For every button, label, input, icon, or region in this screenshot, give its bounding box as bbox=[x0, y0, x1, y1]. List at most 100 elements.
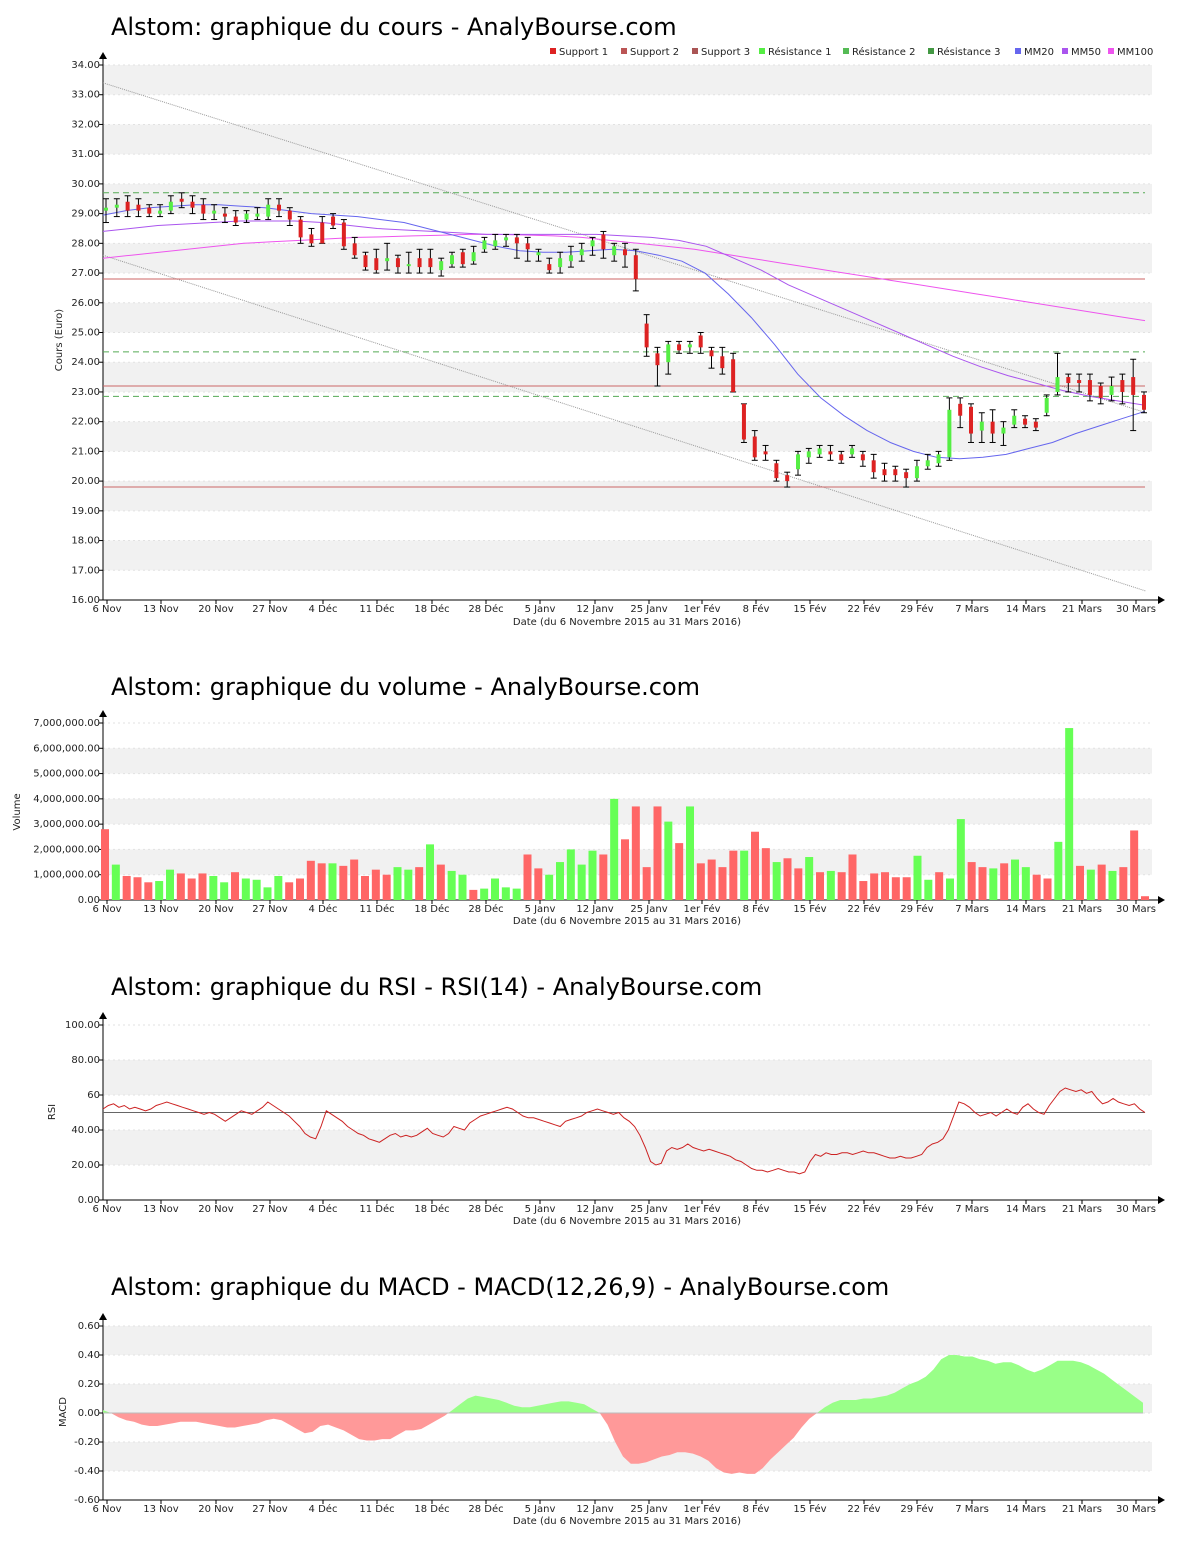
rsi-y-tick-label: 0.00 bbox=[78, 1195, 100, 1206]
volume-bar bbox=[1086, 869, 1095, 900]
vol-x-tick-label: 6 Nov bbox=[92, 904, 121, 915]
volume-bar bbox=[393, 867, 402, 900]
rsi-x-tick-label: 27 Nov bbox=[252, 1204, 288, 1215]
volume-bar bbox=[816, 872, 824, 900]
rsi-chart: Alstom: graphique du RSI - RSI(14) - Ana… bbox=[47, 973, 1165, 1227]
price-x-axis-label: Date (du 6 Novembre 2015 au 31 Mars 2016… bbox=[513, 617, 741, 628]
candle-body bbox=[752, 436, 757, 458]
legend-swatch bbox=[1062, 48, 1068, 54]
volume-bar bbox=[805, 857, 814, 900]
candle-body bbox=[590, 240, 595, 247]
candle-body bbox=[655, 353, 660, 366]
volume-bar bbox=[176, 873, 185, 900]
volume-bar bbox=[1119, 867, 1128, 900]
volume-bar bbox=[361, 875, 369, 900]
volume-x-axis-label: Date (du 6 Novembre 2015 au 31 Mars 2016… bbox=[513, 916, 741, 927]
candle-body bbox=[255, 213, 260, 217]
candle-body bbox=[709, 350, 714, 357]
volume-bar bbox=[545, 874, 554, 900]
candle-body bbox=[763, 451, 768, 455]
volume-bar bbox=[512, 888, 521, 900]
candle-body bbox=[796, 454, 800, 470]
rsi-x-tick-label: 8 Fév bbox=[743, 1203, 770, 1215]
candle-body bbox=[687, 344, 692, 348]
macd-x-tick-label: 22 Fév bbox=[847, 1503, 880, 1515]
macd-chart: Alstom: graphique du MACD - MACD(12,26,9… bbox=[58, 1273, 1165, 1527]
candle-body bbox=[136, 204, 141, 211]
volume-bar bbox=[989, 868, 998, 900]
candle-body bbox=[850, 448, 855, 455]
volume-bar bbox=[610, 798, 619, 900]
rsi-x-tick-label: 30 Mars bbox=[1116, 1204, 1156, 1215]
volume-bar bbox=[155, 881, 164, 900]
price-x-tick-label: 14 Mars bbox=[1006, 604, 1046, 615]
volume-bar bbox=[761, 848, 770, 900]
candle-body bbox=[828, 451, 833, 455]
volume-bar bbox=[447, 870, 456, 900]
candle-body bbox=[871, 460, 876, 473]
price-band bbox=[103, 481, 1152, 511]
volume-bar bbox=[274, 875, 283, 900]
volume-bar bbox=[1054, 841, 1063, 900]
volume-bar bbox=[859, 881, 868, 900]
volume-bar bbox=[1032, 874, 1041, 900]
vol-y-tick-label: 5,000,000.00 bbox=[33, 769, 100, 780]
volume-bar bbox=[599, 854, 608, 900]
candle-body bbox=[1142, 394, 1146, 410]
candle-body bbox=[201, 204, 206, 214]
rsi-x-ticks: 6 Nov 13 Nov 20 Nov 27 Nov 4 Déc 11 Déc 18 Déc… bbox=[92, 1200, 1156, 1215]
volume-y-axis-label: Volume bbox=[12, 793, 23, 830]
price-x-tick-label: 18 Déc bbox=[414, 603, 449, 615]
vol-x-tick-label: 5 Janv bbox=[525, 904, 556, 915]
candle-body bbox=[677, 344, 682, 351]
candle-body bbox=[460, 252, 465, 265]
vol-y-tick-label: 2,000,000.00 bbox=[33, 844, 100, 855]
volume-bar bbox=[187, 878, 196, 900]
macd-x-tick-label: 27 Nov bbox=[252, 1504, 288, 1515]
volume-bar bbox=[317, 863, 326, 900]
rsi-x-tick-label: 18 Déc bbox=[414, 1203, 449, 1215]
price-bands bbox=[99, 52, 1165, 604]
volume-bar bbox=[588, 850, 597, 900]
legend-label: Résistance 1 bbox=[768, 46, 831, 58]
volume-bar bbox=[642, 867, 651, 900]
vol-y-tick-label: 7,000,000.00 bbox=[33, 718, 100, 729]
macd-positive-area bbox=[817, 1355, 1143, 1413]
vol-x-tick-label: 8 Fév bbox=[743, 903, 770, 915]
candle-body bbox=[731, 359, 736, 392]
vol-y-tick-label: 4,000,000.00 bbox=[33, 794, 100, 805]
candle-body bbox=[914, 466, 919, 479]
rsi-x-tick-label: 4 Déc bbox=[309, 1203, 338, 1215]
volume-bar bbox=[501, 887, 510, 900]
candle-body bbox=[374, 258, 379, 271]
volume-bar bbox=[870, 873, 879, 900]
vol-x-tick-label: 30 Mars bbox=[1116, 904, 1156, 915]
candle-body bbox=[514, 237, 519, 244]
macd-x-tick-label: 7 Mars bbox=[955, 1504, 989, 1515]
candle-body bbox=[860, 454, 865, 461]
volume-bar bbox=[631, 806, 640, 900]
candle-body bbox=[428, 258, 433, 268]
volume-bar bbox=[426, 844, 434, 900]
price-y-axis-label: Cours (Euro) bbox=[54, 309, 65, 372]
price-y-tick-label: 18.00 bbox=[71, 536, 100, 547]
macd-x-tick-label: 18 Déc bbox=[414, 1503, 449, 1515]
volume-bar bbox=[133, 877, 142, 900]
price-x-tick-label: 12 Janv bbox=[576, 604, 613, 615]
candle-body bbox=[785, 475, 790, 482]
candle-body bbox=[287, 210, 292, 220]
volume-bar bbox=[371, 869, 380, 900]
volume-bar bbox=[848, 854, 857, 900]
volume-bar bbox=[794, 868, 803, 900]
rsi-x-tick-label: 12 Janv bbox=[576, 1204, 613, 1215]
candle-body bbox=[385, 258, 390, 262]
price-y-tick-label: 20.00 bbox=[71, 476, 100, 487]
volume-bar bbox=[621, 839, 629, 900]
volume-plot-area bbox=[101, 728, 1149, 900]
volume-chart: Alstom: graphique du volume - AnalyBours… bbox=[12, 673, 1165, 927]
macd-x-tick-label: 6 Nov bbox=[92, 1504, 121, 1515]
macd-x-tick-label: 21 Mars bbox=[1062, 1504, 1102, 1515]
price-chart: Alstom: graphique du cours - AnalyBourse… bbox=[54, 13, 1165, 628]
volume-bar bbox=[686, 806, 694, 900]
rsi-chart-title: Alstom: graphique du RSI - RSI(14) - Ana… bbox=[111, 973, 762, 1001]
